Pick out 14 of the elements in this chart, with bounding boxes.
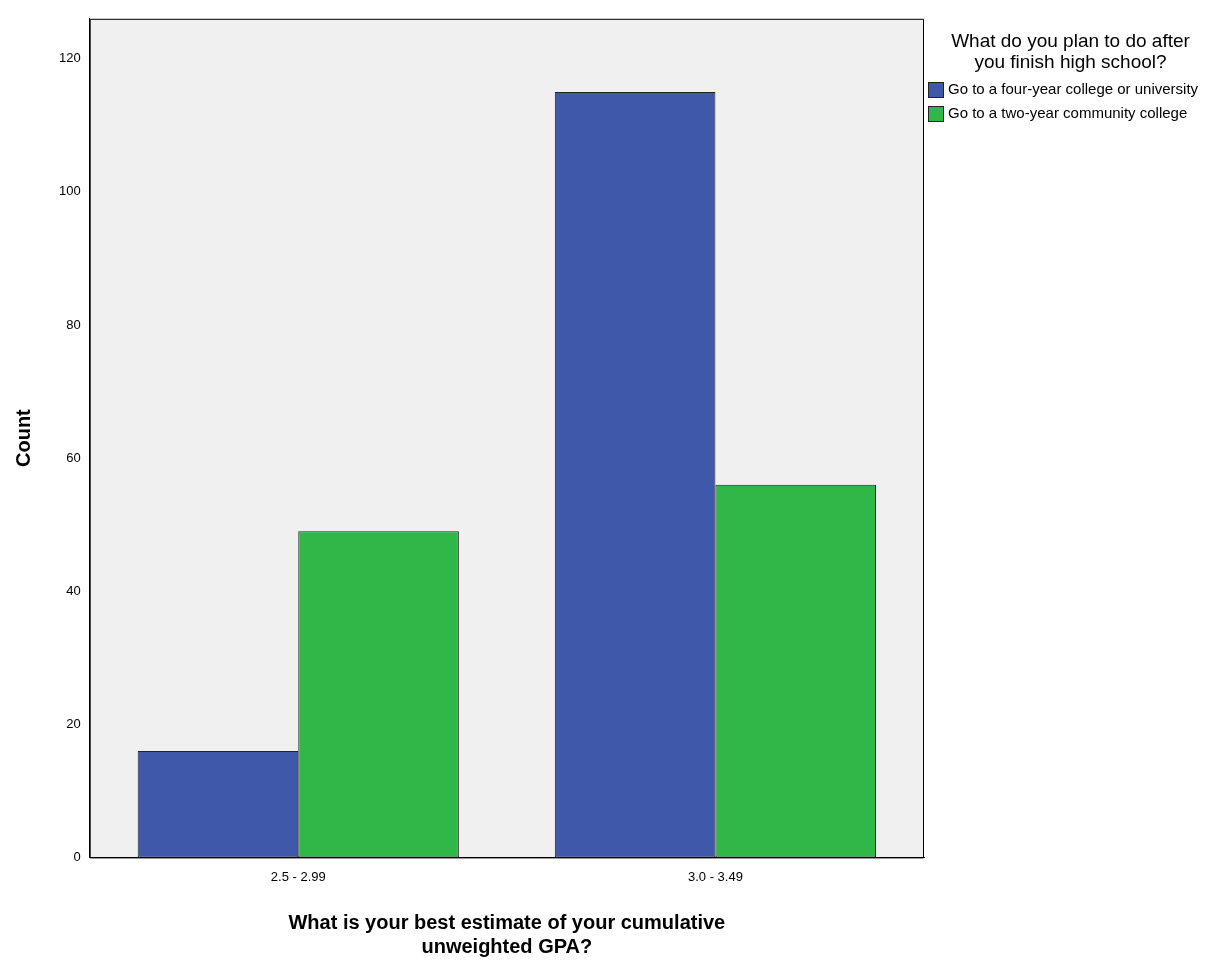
legend-label: Go to a two-year community college bbox=[948, 104, 1188, 121]
legend-title: What do you plan to do after you finish high school? bbox=[950, 30, 1191, 72]
y-tick-label: 20 bbox=[66, 715, 81, 731]
y-tick-label: 120 bbox=[58, 50, 81, 66]
y-tick-label: 100 bbox=[58, 183, 81, 199]
y-axis-title: Count bbox=[11, 408, 34, 467]
y-tick-label: 60 bbox=[66, 449, 81, 465]
x-tick-label: 2.5 - 2.99 bbox=[270, 868, 326, 884]
y-tick-label: 80 bbox=[66, 316, 81, 332]
legend-label: Go to a four-year college or university bbox=[948, 80, 1199, 97]
x-axis-title: What is your best estimate of your cumulative unweighted GPA? bbox=[288, 910, 726, 957]
y-tick-label: 0 bbox=[73, 848, 81, 864]
y-tick-label: 40 bbox=[66, 582, 81, 598]
x-tick-label: 3.0 - 3.49 bbox=[687, 868, 743, 884]
